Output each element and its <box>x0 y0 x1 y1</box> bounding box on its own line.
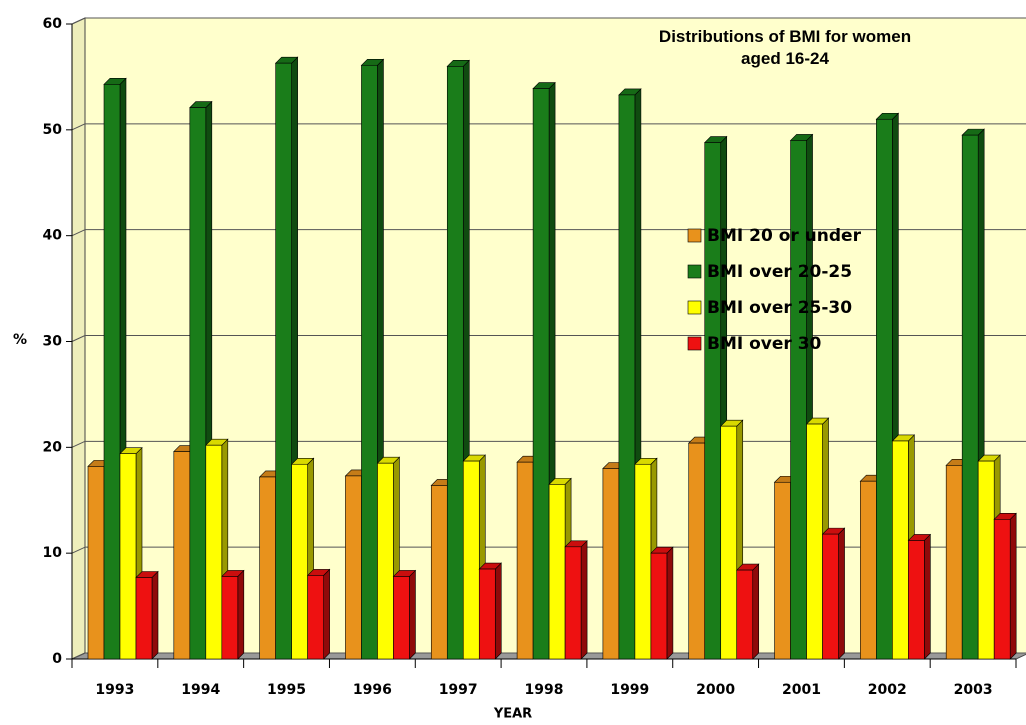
y-tick-label: 40 <box>43 228 63 244</box>
x-tick-label: 2001 <box>782 682 821 698</box>
bar <box>945 465 963 660</box>
bar <box>221 576 239 660</box>
legend-swatch <box>687 264 702 279</box>
bar <box>602 468 620 660</box>
grid-line-side <box>71 229 86 237</box>
bar-side <box>409 569 416 660</box>
x-tick-label: 1998 <box>525 682 564 698</box>
y-axis-label: % <box>13 332 27 348</box>
chart-title: Distributions of BMI for women aged 16-2… <box>658 27 912 68</box>
x-tick-label: 2003 <box>954 682 993 698</box>
grid-line-side <box>71 546 86 554</box>
bar <box>650 552 668 660</box>
bar <box>173 451 191 660</box>
bar <box>736 569 754 660</box>
bar-side <box>580 540 588 660</box>
bar-side <box>151 570 159 660</box>
bar <box>961 134 979 660</box>
y-tick-label: 30 <box>43 334 63 350</box>
legend-swatch <box>687 336 702 351</box>
x-tick-label: 1995 <box>267 682 306 698</box>
y-tick-label: 60 <box>43 16 63 32</box>
x-tick-label: 1993 <box>95 682 134 698</box>
legend-label: BMI over 20-25 <box>707 262 852 282</box>
bar <box>87 466 105 660</box>
bar <box>532 88 550 660</box>
grid-line-side <box>71 17 86 25</box>
bar <box>345 475 362 660</box>
grid-line-side <box>71 123 86 131</box>
bar-side <box>323 568 330 660</box>
bar <box>275 62 292 660</box>
bar <box>774 481 791 660</box>
bar <box>516 461 534 660</box>
grid-line-side <box>71 335 86 342</box>
bar <box>564 546 582 660</box>
bar-side <box>1009 512 1017 660</box>
bar <box>892 440 909 660</box>
legend-label: BMI 20 or under <box>707 226 862 246</box>
bar <box>822 533 839 660</box>
bar-side <box>752 563 760 660</box>
bar <box>361 64 378 660</box>
y-tick-label: 20 <box>43 439 63 455</box>
bar <box>908 540 925 660</box>
legend-swatch <box>687 300 702 315</box>
bar <box>189 107 207 660</box>
y-tick-label: 50 <box>43 122 63 138</box>
bar-side <box>924 533 931 660</box>
x-tick-label: 2002 <box>868 682 907 698</box>
grid-line-side <box>71 440 86 448</box>
bar <box>634 463 652 660</box>
bar <box>618 94 636 660</box>
bar <box>860 480 877 660</box>
bar <box>720 425 738 660</box>
grid-line-side <box>71 652 86 660</box>
x-axis-label: YEAR <box>493 707 532 722</box>
bar <box>688 442 706 660</box>
bar <box>993 518 1011 660</box>
bar <box>135 577 153 660</box>
bar <box>307 575 324 660</box>
bar <box>876 118 893 660</box>
x-tick-label: 2000 <box>696 682 735 698</box>
bar <box>259 476 276 660</box>
legend-label: BMI over 25-30 <box>707 298 852 318</box>
bar <box>446 66 464 660</box>
bar <box>790 140 807 660</box>
y-tick-label: 10 <box>43 545 63 561</box>
bar-side <box>494 562 502 660</box>
x-tick-label: 1997 <box>439 682 478 698</box>
bar-side <box>237 569 245 660</box>
bar <box>977 460 995 660</box>
legend-label: BMI over 30 <box>707 334 822 354</box>
bar <box>205 444 223 660</box>
legend-swatch <box>687 228 702 243</box>
x-tick-label: 1994 <box>181 682 220 698</box>
x-tick-label: 1999 <box>610 682 649 698</box>
bar <box>430 485 448 660</box>
y-tick-label: 0 <box>52 651 62 667</box>
bar <box>462 460 480 660</box>
bar-side <box>666 546 674 660</box>
x-tick-label: 1996 <box>353 682 392 698</box>
bar <box>377 462 394 660</box>
bar <box>103 84 121 660</box>
bar-side <box>838 527 845 660</box>
bar <box>291 463 308 660</box>
bar <box>393 576 410 660</box>
bar <box>806 423 823 660</box>
bar <box>548 484 566 660</box>
bar <box>119 453 137 660</box>
bar <box>478 568 496 660</box>
bar <box>704 142 722 660</box>
